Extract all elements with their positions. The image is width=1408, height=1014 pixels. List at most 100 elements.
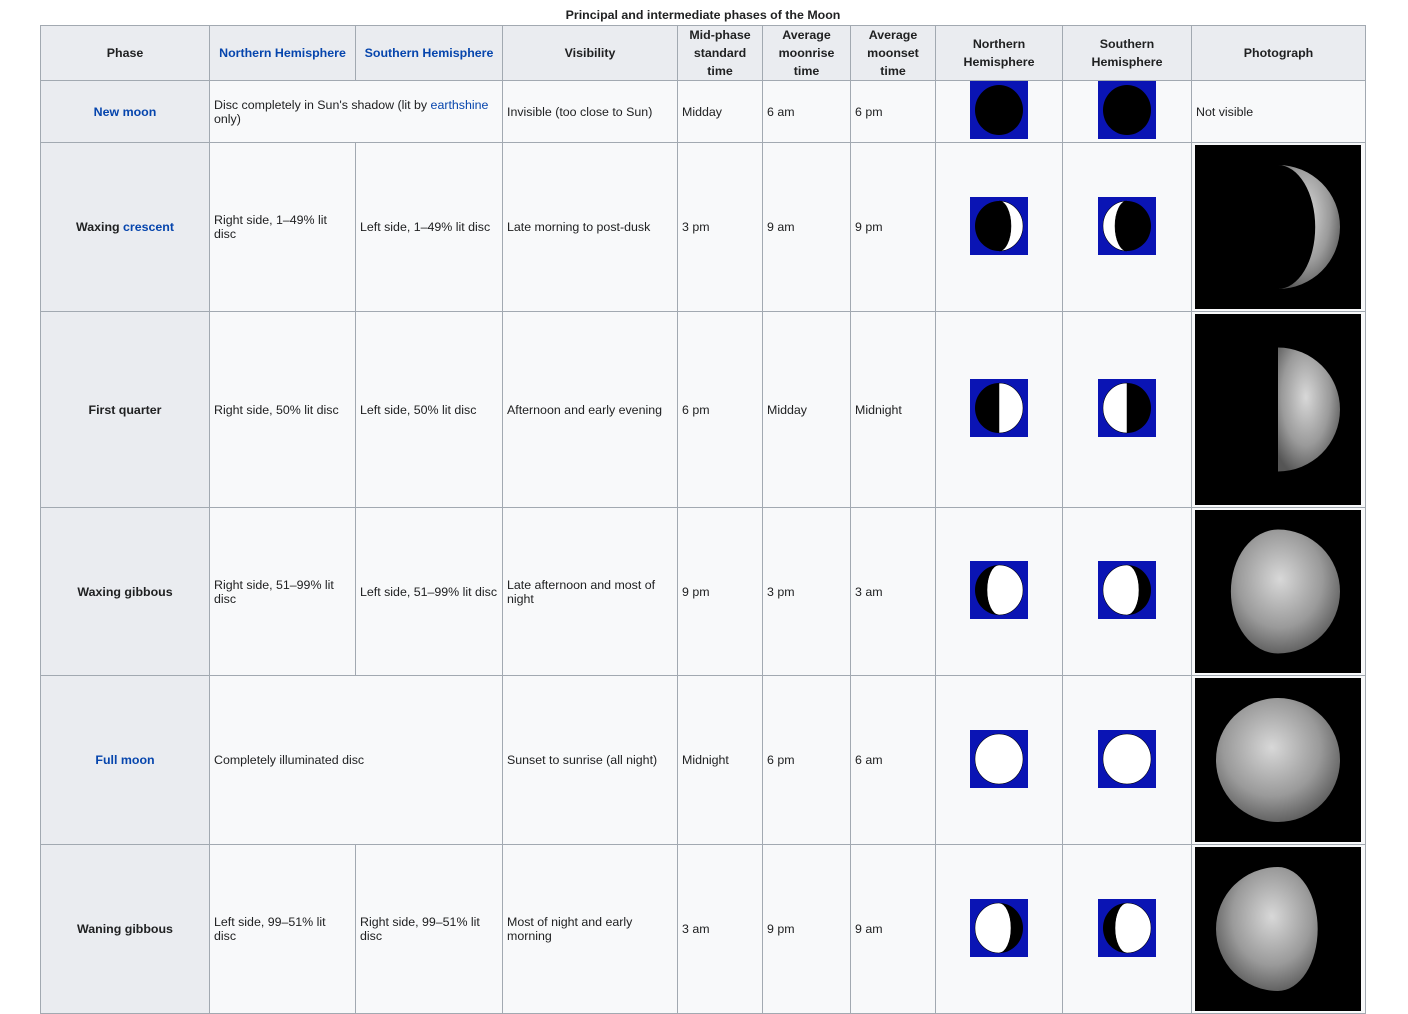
midphase-time: 6 pm (677, 311, 763, 508)
photo-cell (1191, 675, 1366, 845)
midphase-time: 3 pm (677, 142, 763, 312)
phase-name: Waxing (75, 220, 124, 234)
moonset-time: 6 am (850, 675, 936, 845)
table-row: Waxing crescent Right side, 1–49% lit dis… (40, 142, 1366, 312)
south-icon-cell (1062, 311, 1192, 508)
north-icon-cell (935, 507, 1063, 676)
midphase-time: Midday (677, 80, 763, 143)
moonrise-time: 6 am (762, 80, 851, 143)
description-cell: Disc completely in Sun's shadow (lit by … (209, 80, 503, 143)
moon-phase-south-icon (1098, 379, 1156, 437)
visibility: Late afternoon and most of night (502, 507, 678, 676)
moon-photograph[interactable] (1195, 510, 1361, 673)
table-row: First quarter Right side, 50% lit disc Lef… (40, 311, 1366, 508)
moon-photograph[interactable] (1195, 145, 1361, 309)
midphase-time: 9 pm (677, 507, 763, 676)
moonset-time: 3 am (850, 507, 936, 676)
northern-hemisphere-link[interactable]: Northern Hemisphere (219, 46, 346, 60)
south-icon-cell (1062, 844, 1192, 1014)
description-cell: Completely illuminated disc (209, 675, 503, 845)
table-row: New moon Disc completely in Sun's shadow … (40, 80, 1366, 143)
phase-cell: Waxing gibbous (40, 507, 210, 676)
phase-cell: Waning gibbous (40, 844, 210, 1014)
phase-link[interactable]: New moon (93, 104, 157, 119)
visibility: Most of night and early morning (502, 844, 678, 1014)
header-icon-south: Southern Hemisphere (1062, 25, 1192, 81)
north-description: Right side, 1–49% lit disc (209, 142, 356, 312)
earthshine-link[interactable]: earthshine (430, 97, 489, 112)
midphase-time: Midnight (677, 675, 763, 845)
photo-cell (1191, 142, 1366, 312)
north-icon-cell (935, 80, 1063, 143)
moon-phases-table: Phase Northern Hemisphere Southern Hemis… (40, 25, 1366, 1014)
photo-cell (1191, 311, 1366, 508)
phase-name: Waning gibbous (77, 922, 173, 936)
moon-photograph[interactable] (1195, 847, 1361, 1011)
south-icon-cell (1062, 80, 1192, 143)
moonset-time: 6 pm (850, 80, 936, 143)
phase-cell: First quarter (40, 311, 210, 508)
phase-cell: New moon (40, 80, 210, 143)
midphase-time: 3 am (677, 844, 763, 1014)
phase-link[interactable]: Full moon (95, 753, 155, 767)
north-icon-cell (935, 844, 1063, 1014)
header-north: Northern Hemisphere (209, 25, 356, 81)
moon-phase-north-icon (970, 561, 1028, 619)
description: Disc completely in Sun's shadow (lit by (214, 97, 431, 112)
moon-phase-south-icon (1098, 898, 1156, 957)
moonrise-time: 3 pm (762, 507, 851, 676)
moon-phase-south-icon (1098, 561, 1156, 619)
phase-name: First quarter (88, 402, 162, 417)
header-midphase: Mid-phase standard time (677, 25, 763, 81)
visibility: Invisible (too close to Sun) (502, 80, 678, 143)
moon-phase-south-icon (1098, 81, 1156, 139)
north-icon-cell (935, 142, 1063, 312)
header-row: Phase Northern Hemisphere Southern Hemis… (40, 25, 1366, 81)
moonset-time: Midnight (850, 311, 936, 508)
moon-phase-north-icon (970, 196, 1028, 255)
visibility: Late morning to post-dusk (502, 142, 678, 312)
photo-cell (1191, 844, 1366, 1014)
photo-cell: Not visible (1191, 80, 1366, 143)
description-end: only) (214, 111, 241, 126)
moonset-time: 9 pm (850, 142, 936, 312)
phase-cell: Waxing crescent (40, 142, 210, 312)
photo-cell (1191, 507, 1366, 676)
moonrise-time: 6 pm (762, 675, 851, 845)
header-south: Southern Hemisphere (355, 25, 503, 81)
header-icon-north: Northern Hemisphere (935, 25, 1063, 81)
table-row: Full moon Completely illuminated disc Suns… (40, 675, 1366, 845)
south-icon-cell (1062, 142, 1192, 312)
north-icon-cell (935, 675, 1063, 845)
header-visibility: Visibility (502, 25, 678, 81)
north-description: Right side, 50% lit disc (209, 311, 356, 508)
moon-phase-north-icon (970, 81, 1028, 139)
south-description: Left side, 1–49% lit disc (355, 142, 503, 312)
table-caption: Principal and intermediate phases of the… (565, 8, 841, 22)
visibility: Sunset to sunrise (all night) (502, 675, 678, 845)
moonrise-time: Midday (762, 311, 851, 508)
south-description: Left side, 51–99% lit disc (355, 507, 503, 676)
south-icon-cell (1062, 675, 1192, 845)
moon-phase-north-icon (970, 729, 1028, 788)
north-description: Left side, 99–51% lit disc (209, 844, 356, 1014)
table-row: Waning gibbous Left side, 99–51% lit disc… (40, 844, 1366, 1014)
moon-phase-north-icon (970, 379, 1028, 437)
moon-phase-south-icon (1098, 729, 1156, 788)
south-icon-cell (1062, 507, 1192, 676)
header-photo: Photograph (1191, 25, 1366, 81)
moonrise-time: 9 pm (762, 844, 851, 1014)
north-icon-cell (935, 311, 1063, 508)
moon-photograph[interactable] (1195, 314, 1361, 505)
moon-photograph[interactable] (1195, 678, 1361, 842)
phase-name: Waxing gibbous (77, 584, 173, 599)
southern-hemisphere-link[interactable]: Southern Hemisphere (364, 46, 494, 60)
phase-link[interactable]: crescent (123, 220, 175, 234)
north-description: Right side, 51–99% lit disc (209, 507, 356, 676)
header-phase: Phase (40, 25, 210, 81)
visibility: Afternoon and early evening (502, 311, 678, 508)
moonrise-time: 9 am (762, 142, 851, 312)
moonset-time: 9 am (850, 844, 936, 1014)
header-moonrise: Average moonrise time (762, 25, 851, 81)
moon-phase-north-icon (970, 898, 1028, 957)
